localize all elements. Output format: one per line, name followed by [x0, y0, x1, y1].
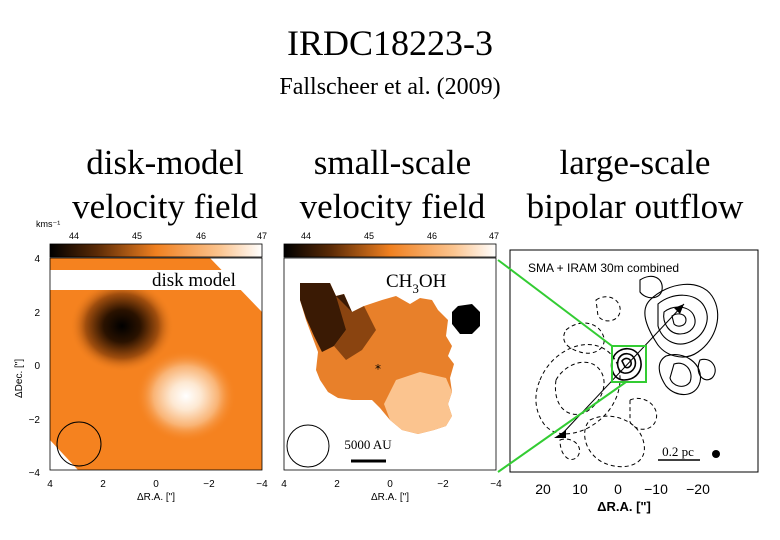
x-tick: 20	[535, 481, 551, 497]
x-axis-label: ΔR.A. ["]	[371, 492, 409, 503]
x-tick: 2	[334, 479, 340, 490]
colorbar-tick: 45	[364, 231, 374, 241]
x-tick: 2	[100, 479, 106, 490]
x-tick: 0	[153, 479, 159, 490]
zoom-connector-top	[497, 259, 613, 347]
x-tick: 10	[572, 481, 588, 497]
column-title-disk-model: disk-model velocity field	[40, 141, 290, 229]
molecule-label-tail: OH	[419, 271, 447, 292]
y-tick: 4	[34, 254, 40, 265]
molecule-label-subscript: 3	[412, 281, 419, 296]
scalebar-label: 0.2 pc	[662, 444, 694, 459]
colorbar-tick: 46	[196, 231, 206, 241]
x-tick: −10	[644, 481, 668, 497]
panel-header: SMA + IRAM 30m combined	[528, 261, 679, 275]
blueshifted-contours	[535, 296, 658, 468]
y-tick: −4	[29, 468, 41, 479]
outflow-arrow-icon	[554, 430, 566, 438]
x-tick: −2	[203, 479, 215, 490]
star-marker-icon: *	[375, 362, 381, 376]
molecule-label-main: CH	[386, 271, 413, 292]
ch3oh-blueshifted-region	[384, 372, 452, 434]
scalebar-label: 5000 AU	[344, 437, 392, 452]
colorbar-tick: 45	[132, 231, 142, 241]
x-tick: 4	[281, 479, 287, 490]
column-title-line2: velocity field	[72, 187, 258, 226]
column-title-line2: velocity field	[299, 187, 486, 226]
blueshifted-lobe	[136, 350, 236, 442]
zoom-connector-bottom	[497, 381, 627, 473]
ch3oh-compact-source	[452, 304, 480, 334]
panel-frame	[283, 257, 497, 471]
x-axis-label: ΔR.A. ["]	[597, 499, 651, 514]
x-axis-label: ΔR.A. ["]	[137, 492, 175, 503]
x-tick: −4	[256, 479, 268, 490]
panel-frame	[49, 257, 263, 471]
x-tick: −4	[490, 479, 502, 490]
panel-label: disk model	[152, 270, 236, 291]
column-title-line1: small-scale	[313, 143, 472, 182]
ch3oh-mid-region	[334, 296, 376, 360]
beam-ellipse	[286, 424, 330, 468]
panel-outflow: SMA + IRAM 30m combined	[509, 249, 759, 514]
panel-ch3oh: 44 45 46 47 * CH3OH 5000 AU 4 2 0 −2 −4 …	[281, 231, 502, 503]
figure-title: IRDC18223-3	[287, 23, 493, 63]
beam-ellipse	[56, 421, 102, 467]
citation: Fallscheer et al. (2009)	[279, 74, 501, 100]
x-tick: −20	[686, 481, 710, 497]
beam-dot	[712, 450, 720, 458]
y-tick: 2	[34, 308, 40, 319]
column-title-line1: large-scale	[559, 143, 711, 182]
colorbar	[283, 243, 497, 258]
colorbar-tick: 44	[301, 231, 311, 241]
outflow-arrow-icon	[674, 304, 684, 314]
label-backdrop	[50, 270, 262, 290]
redshifted-lobe	[70, 280, 174, 372]
panel-label: CH3OH	[386, 271, 447, 296]
x-tick: 0	[387, 479, 393, 490]
colorbar-unit: kms⁻¹	[36, 219, 60, 229]
y-tick: 0	[34, 361, 40, 372]
x-tick: −2	[437, 479, 449, 490]
colorbar-tick: 46	[427, 231, 437, 241]
column-title-line1: disk-model	[86, 143, 244, 182]
colorbar-tick: 44	[69, 231, 79, 241]
colorbar	[49, 243, 263, 258]
column-title-line2: bipolar outflow	[526, 187, 744, 226]
y-tick: −2	[29, 415, 41, 426]
panel-disk-model: 44 45 46 47 disk model 4 2 0 −2 −4 ΔDec.…	[14, 231, 268, 503]
panel-frame	[509, 249, 759, 473]
y-axis-label: ΔDec. ["]	[14, 359, 25, 398]
column-title-small-scale: small-scale velocity field	[285, 141, 500, 229]
x-tick: 0	[614, 481, 622, 497]
colorbar-tick: 47	[489, 231, 499, 241]
colorbar-tick: 47	[257, 231, 267, 241]
x-tick: 4	[47, 479, 53, 490]
zoom-box	[611, 345, 647, 383]
column-title-large-scale: large-scale bipolar outflow	[505, 141, 765, 229]
